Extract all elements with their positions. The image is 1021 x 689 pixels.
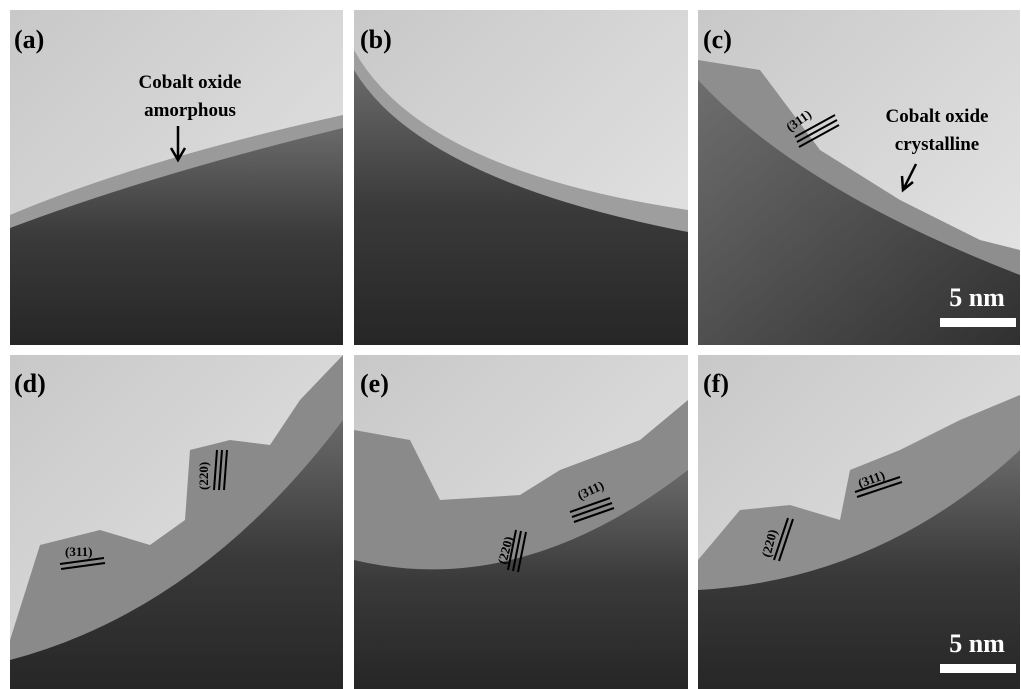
annotation: crystalline <box>895 134 979 155</box>
scale-bar <box>940 318 1016 327</box>
lattice-label: (220) <box>196 462 211 490</box>
panel-label: (f) <box>703 369 729 398</box>
panel-label: (e) <box>360 369 389 398</box>
annotation: Cobalt oxide <box>139 72 242 93</box>
panel-d <box>10 355 343 689</box>
annotation: Cobalt oxide <box>886 106 989 127</box>
scale-bar <box>940 664 1016 673</box>
panel-label: (b) <box>360 25 392 54</box>
panel-b <box>354 10 688 345</box>
figure: (a) (b) (c) (d) (e) (f) Cobalt oxide amo… <box>0 0 1021 689</box>
page: (a) (b) (c) (d) (e) (f) Cobalt oxide amo… <box>0 0 1021 689</box>
scale-bar-label: 5 nm <box>949 629 1005 658</box>
lattice-label: (311) <box>65 544 92 559</box>
annotation: amorphous <box>144 100 236 121</box>
panel-a <box>10 10 343 345</box>
scale-bar-label: 5 nm <box>949 283 1005 312</box>
panel-label: (c) <box>703 25 732 54</box>
panel-label: (d) <box>14 369 46 398</box>
panel-label: (a) <box>14 25 44 54</box>
panel-e <box>354 355 688 689</box>
